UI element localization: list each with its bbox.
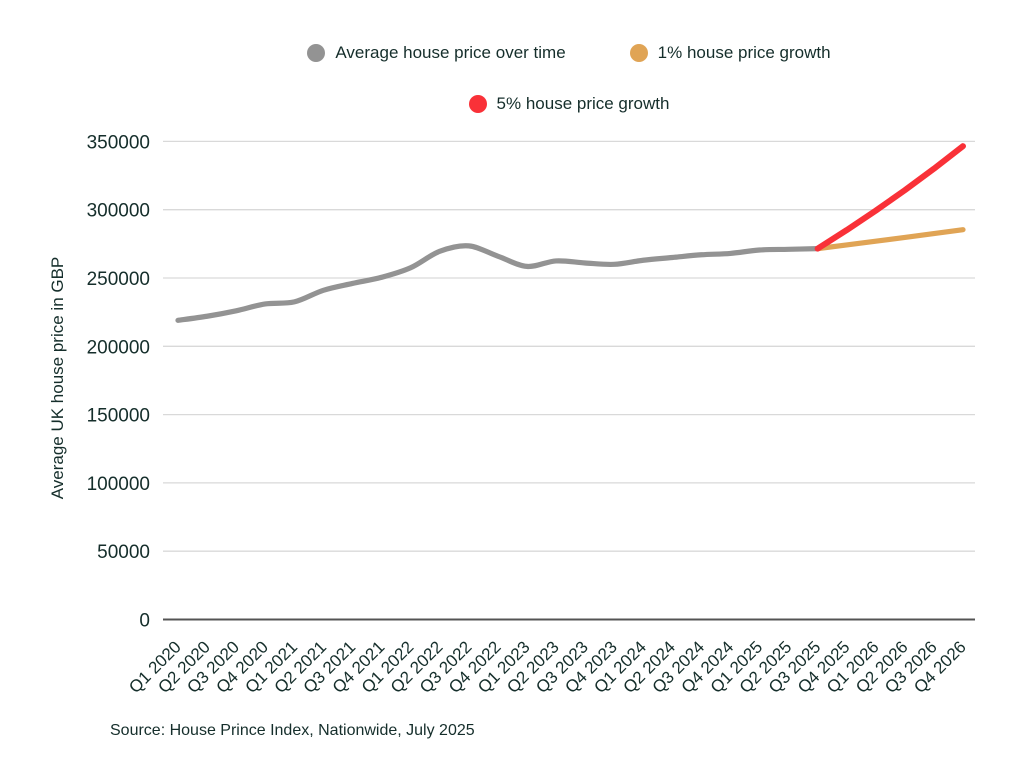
y-tick-label: 150000 <box>87 406 150 427</box>
legend-row: Average house price over time 1% house pr… <box>163 43 975 63</box>
series-line-2 <box>814 143 966 252</box>
legend-row: 5% house price growth <box>163 94 975 114</box>
legend-label: 1% house price growth <box>657 43 831 62</box>
legend-item-1: 1% house price growth <box>629 43 831 63</box>
y-tick-label: 350000 <box>87 132 150 153</box>
y-tick-label: 250000 <box>87 269 150 290</box>
legend-item-2: 5% house price growth <box>468 94 670 114</box>
legend-label: Average house price over time <box>335 43 566 62</box>
legend-marker-icon <box>307 44 326 62</box>
y-tick-label: 50000 <box>97 542 150 563</box>
legend-item-0: Average house price over time <box>307 43 566 63</box>
y-tick-label: 0 <box>139 611 150 632</box>
series-line-1 <box>815 227 966 252</box>
y-tick-label: 300000 <box>87 201 150 222</box>
y-tick-label: 200000 <box>87 337 150 358</box>
source-caption: Source: House Prince Index, Nationwide, … <box>110 722 475 739</box>
legend-marker-icon <box>468 95 487 113</box>
y-tick-label: 100000 <box>87 474 150 495</box>
legend-marker-icon <box>629 44 648 62</box>
series-line-0 <box>175 243 821 323</box>
legend-label: 5% house price growth <box>496 94 670 113</box>
